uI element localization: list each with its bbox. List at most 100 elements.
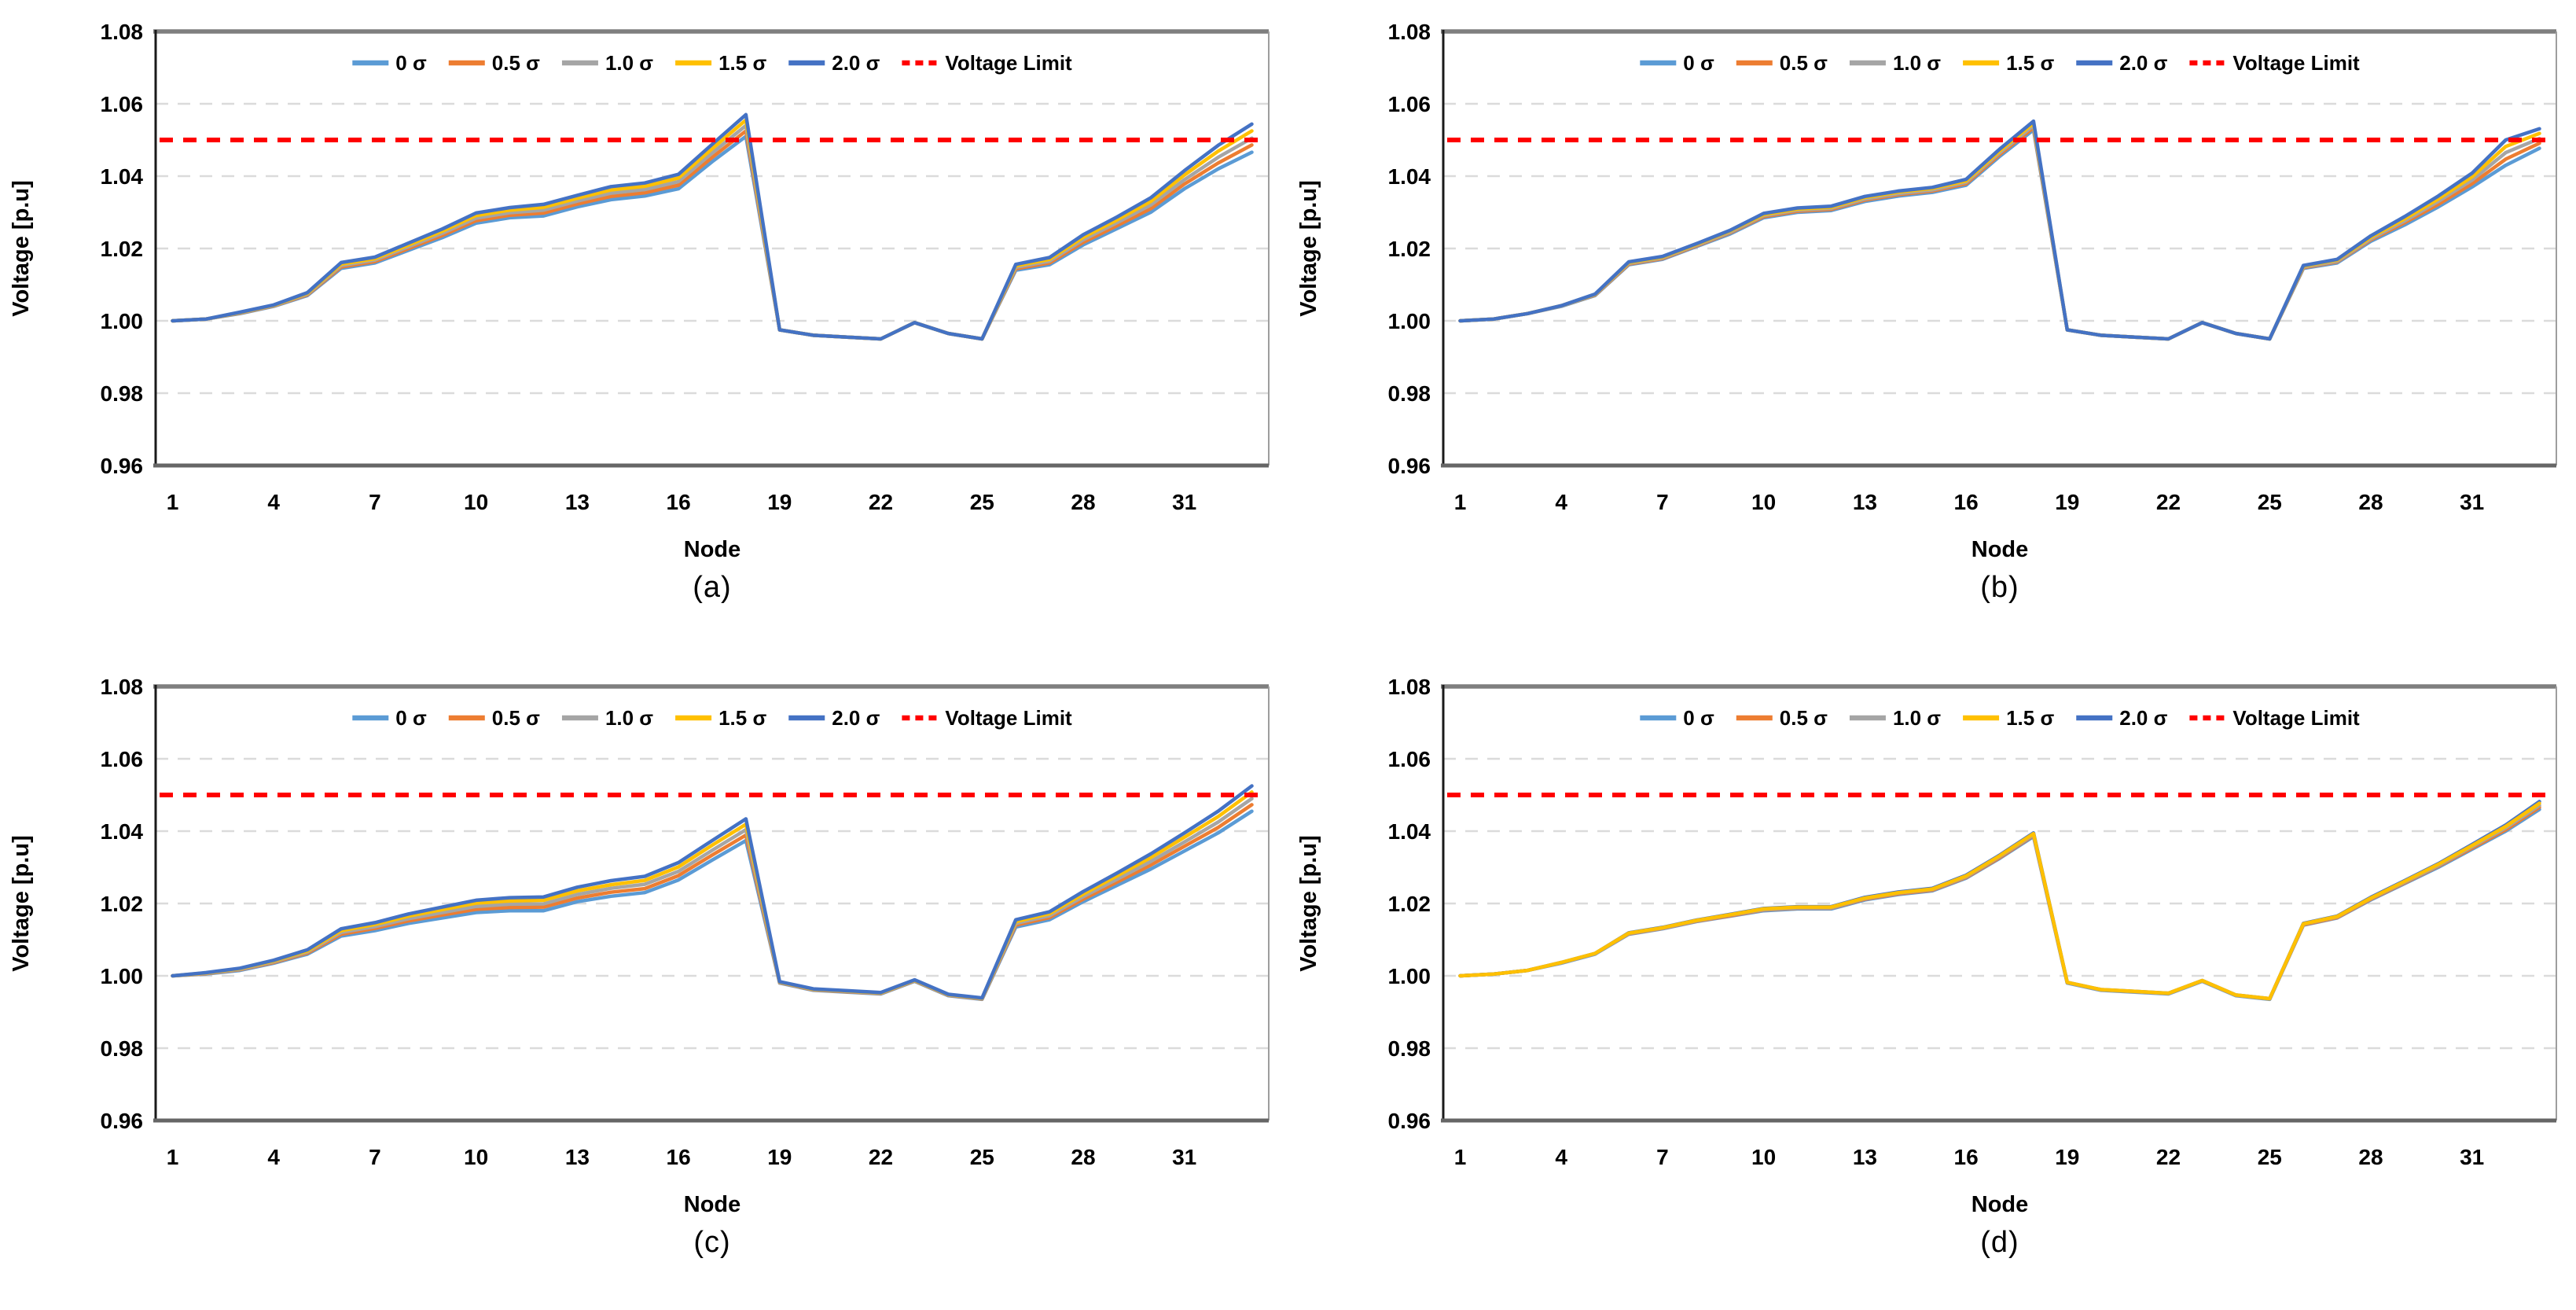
chart-b: 1.08 1.06 1.04 1.02 1.00 0.98 0.96 1 4 7 10 13 16 19 2… (1296, 20, 2557, 562)
legend-label-2.0-σ: 2.0 σ (832, 706, 880, 730)
series-line-1.0σ (1458, 804, 2541, 1001)
series-line-1.0σ (171, 797, 1254, 1001)
x-tick-label: 19 (767, 1145, 792, 1169)
x-tick-label: 22 (869, 1145, 893, 1169)
x-tick-label: 22 (869, 490, 893, 514)
legend-label-0-σ: 0 σ (395, 51, 427, 75)
chart-a-cell: 1.08 1.06 1.04 1.02 1.00 0.98 0.96 1 4 7 10 13 16 19 2… (0, 0, 1288, 655)
x-tick-label: 4 (1555, 490, 1567, 514)
x-tick-label: 13 (565, 1145, 590, 1169)
legend-label-0.5-σ: 0.5 σ (492, 51, 540, 75)
legend: 0 σ 0.5 σ 1.0 σ 1.5 σ 2.0 σ Voltage Limit (1640, 51, 2360, 75)
chart-c: 1.08 1.06 1.04 1.02 1.00 0.98 0.96 1 4 7 10 13 16 19 2… (9, 675, 1270, 1217)
y-tick-label: 1.08 (1388, 20, 1431, 44)
x-tick-label: 1 (167, 490, 179, 514)
x-tick-label: 1 (1454, 1145, 1467, 1169)
legend-label-1.0-σ: 1.0 σ (1893, 706, 1941, 730)
x-tick-label: 13 (1853, 490, 1877, 514)
x-tick-label: 19 (2055, 1145, 2079, 1169)
y-tick-label: 1.08 (1388, 675, 1431, 699)
x-axis-title: Node (1972, 537, 2029, 562)
y-tick-label: 0.98 (1388, 381, 1431, 406)
chart-d: 1.08 1.06 1.04 1.02 1.00 0.98 0.96 1 4 7 10 13 16 19 2… (1296, 675, 2557, 1217)
x-tick-label: 4 (267, 1145, 280, 1169)
x-tick-label: 16 (667, 1145, 691, 1169)
x-tick-label: 28 (1071, 490, 1095, 514)
legend-label-1.5-σ: 1.5 σ (718, 706, 766, 730)
legend-label-0.5-σ: 0.5 σ (1780, 51, 1828, 75)
legend-label-1.0-σ: 1.0 σ (605, 706, 653, 730)
legend-label-2.0-σ: 2.0 σ (2119, 706, 2167, 730)
y-axis-title: Voltage [p.u] (9, 180, 34, 316)
y-tick-label: 1.02 (101, 237, 144, 261)
x-tick-label: 25 (2258, 1145, 2282, 1169)
legend: 0 σ 0.5 σ 1.0 σ 1.5 σ 2.0 σ Voltage Limit (352, 51, 1072, 75)
x-axis-title: Node (684, 1192, 741, 1217)
x-tick-label: 28 (1071, 1145, 1095, 1169)
legend-label-2.0-σ: 2.0 σ (832, 51, 880, 75)
x-tick-label: 31 (2460, 490, 2484, 514)
x-tick-label: 19 (2055, 490, 2079, 514)
series-line-2.0σ (171, 784, 1254, 1000)
x-tick-label: 16 (667, 490, 691, 514)
y-axis-title: Voltage [p.u] (9, 835, 34, 971)
y-tick-label: 1.06 (101, 747, 144, 771)
chart-d-cell: 1.08 1.06 1.04 1.02 1.00 0.98 0.96 1 4 7 10 13 16 19 2… (1288, 655, 2576, 1310)
series-line-0.5σ (171, 803, 1254, 1001)
legend: 0 σ 0.5 σ 1.0 σ 1.5 σ 2.0 σ Voltage Limit (1640, 706, 2360, 730)
y-tick-label: 1.00 (1388, 964, 1431, 988)
x-tick-label: 31 (2460, 1145, 2484, 1169)
x-tick-label: 1 (1454, 490, 1467, 514)
x-tick-label: 28 (2358, 490, 2383, 514)
x-axis-title: Node (1972, 1192, 2029, 1217)
y-tick-label: 0.96 (101, 454, 144, 478)
subplot-caption-d: (d) (1980, 1226, 2019, 1259)
legend-label-Voltage-Limit: Voltage Limit (945, 51, 1072, 75)
x-tick-label: 13 (1853, 1145, 1877, 1169)
series-line-1.5σ (171, 790, 1254, 1000)
x-tick-label: 10 (1751, 1145, 1776, 1169)
legend-label-1.0-σ: 1.0 σ (1893, 51, 1941, 75)
legend-label-Voltage-Limit: Voltage Limit (2232, 51, 2360, 75)
y-tick-label: 0.96 (1388, 1109, 1431, 1133)
legend-label-0-σ: 0 σ (395, 706, 427, 730)
x-tick-label: 25 (2258, 490, 2282, 514)
legend-label-Voltage-Limit: Voltage Limit (945, 706, 1072, 730)
x-tick-label: 7 (369, 490, 381, 514)
x-tick-label: 7 (1656, 1145, 1669, 1169)
legend-label-Voltage-Limit: Voltage Limit (2232, 706, 2360, 730)
x-tick-label: 10 (464, 1145, 488, 1169)
y-tick-label: 1.00 (101, 964, 144, 988)
y-tick-label: 1.06 (101, 92, 144, 116)
y-tick-label: 1.04 (1388, 819, 1431, 844)
legend: 0 σ 0.5 σ 1.0 σ 1.5 σ 2.0 σ Voltage Limit (352, 706, 1072, 730)
x-tick-label: 16 (1954, 490, 1979, 514)
x-tick-label: 25 (970, 490, 994, 514)
y-tick-label: 1.04 (101, 164, 144, 189)
y-tick-label: 1.04 (101, 819, 144, 844)
legend-label-0.5-σ: 0.5 σ (492, 706, 540, 730)
x-tick-label: 22 (2156, 490, 2181, 514)
legend-label-1.5-σ: 1.5 σ (2006, 706, 2054, 730)
series-line-1.5σ (1458, 801, 2541, 1001)
x-tick-label: 1 (167, 1145, 179, 1169)
y-tick-label: 0.96 (1388, 454, 1431, 478)
chart-a: 1.08 1.06 1.04 1.02 1.00 0.98 0.96 1 4 7 10 13 16 19 2… (9, 20, 1270, 562)
x-tick-label: 16 (1954, 1145, 1979, 1169)
x-tick-label: 4 (1555, 1145, 1567, 1169)
y-axis-title: Voltage [p.u] (1296, 835, 1321, 971)
y-tick-label: 0.98 (101, 1036, 144, 1061)
y-tick-label: 1.08 (101, 675, 144, 699)
y-tick-label: 1.02 (1388, 892, 1431, 916)
legend-label-0.5-σ: 0.5 σ (1780, 706, 1828, 730)
legend-label-1.5-σ: 1.5 σ (718, 51, 766, 75)
y-tick-label: 1.00 (1388, 309, 1431, 333)
chart-b-cell: 1.08 1.06 1.04 1.02 1.00 0.98 0.96 1 4 7 10 13 16 19 2… (1288, 0, 2576, 655)
y-tick-label: 0.98 (1388, 1036, 1431, 1061)
legend-label-2.0-σ: 2.0 σ (2119, 51, 2167, 75)
x-tick-label: 7 (1656, 490, 1669, 514)
x-tick-label: 22 (2156, 1145, 2181, 1169)
legend-label-1.0-σ: 1.0 σ (605, 51, 653, 75)
y-tick-label: 1.02 (1388, 237, 1431, 261)
y-tick-label: 1.06 (1388, 92, 1431, 116)
